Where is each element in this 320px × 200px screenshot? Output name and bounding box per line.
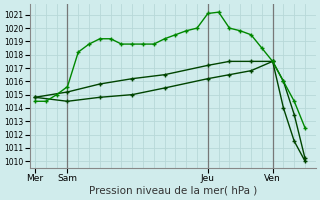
X-axis label: Pression niveau de la mer( hPa ): Pression niveau de la mer( hPa ) bbox=[89, 186, 257, 196]
